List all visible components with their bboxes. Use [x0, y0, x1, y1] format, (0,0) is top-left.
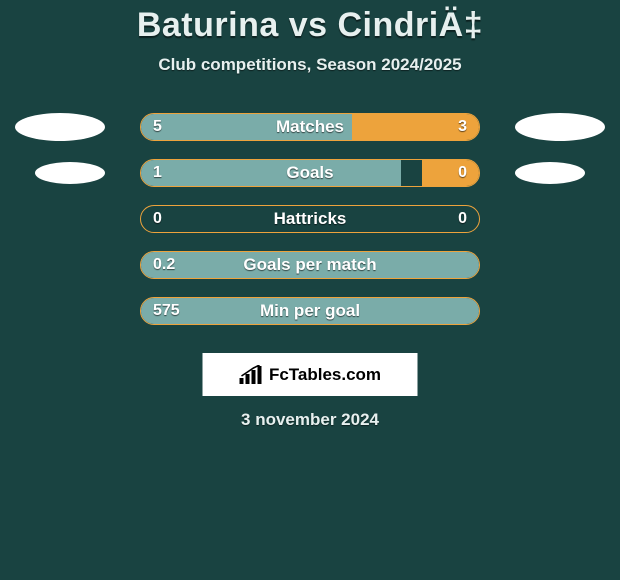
stat-row: Goals per match 0.2 [0, 251, 620, 279]
stat-value-left: 575 [153, 302, 180, 320]
brand-text: FcTables.com [269, 365, 381, 385]
player-avatar-right [515, 162, 585, 184]
stat-value-left: 0 [153, 210, 162, 228]
stat-value-left: 5 [153, 118, 162, 136]
stat-label: Min per goal [260, 301, 360, 321]
chart-icon [239, 365, 265, 385]
stat-value-left: 1 [153, 164, 162, 182]
stat-rows: Matches 5 3 Goals 1 0 Hattricks 0 0 Goals per mat… [0, 113, 620, 325]
player-avatar-right [515, 113, 605, 141]
player-avatar-left [35, 162, 105, 184]
stat-bar-fill-right [422, 160, 479, 186]
stat-label: Goals [286, 163, 333, 183]
stat-value-right: 0 [458, 210, 467, 228]
brand-box: FcTables.com [203, 353, 418, 396]
player-avatar-left [15, 113, 105, 141]
stat-bar-track: Hattricks 0 0 [140, 205, 480, 233]
stat-row: Goals 1 0 [0, 159, 620, 187]
stat-row: Hattricks 0 0 [0, 205, 620, 233]
stat-bar-fill-left [141, 160, 401, 186]
stat-value-left: 0.2 [153, 256, 175, 274]
stat-label: Hattricks [274, 209, 347, 229]
stat-bar-track: Matches 5 3 [140, 113, 480, 141]
date-text: 3 november 2024 [241, 410, 379, 430]
stat-label: Goals per match [243, 255, 376, 275]
stat-bar-track: Goals per match 0.2 [140, 251, 480, 279]
stat-label: Matches [276, 117, 344, 137]
comparison-infographic: Baturina vs CindriÄ‡ Club competitions, … [0, 0, 620, 580]
stat-bar-track: Min per goal 575 [140, 297, 480, 325]
stat-row: Min per goal 575 [0, 297, 620, 325]
page-title: Baturina vs CindriÄ‡ [0, 0, 620, 45]
subtitle: Club competitions, Season 2024/2025 [0, 55, 620, 75]
stat-value-right: 3 [458, 118, 467, 136]
stat-value-right: 0 [458, 164, 467, 182]
stat-row: Matches 5 3 [0, 113, 620, 141]
stat-bar-track: Goals 1 0 [140, 159, 480, 187]
